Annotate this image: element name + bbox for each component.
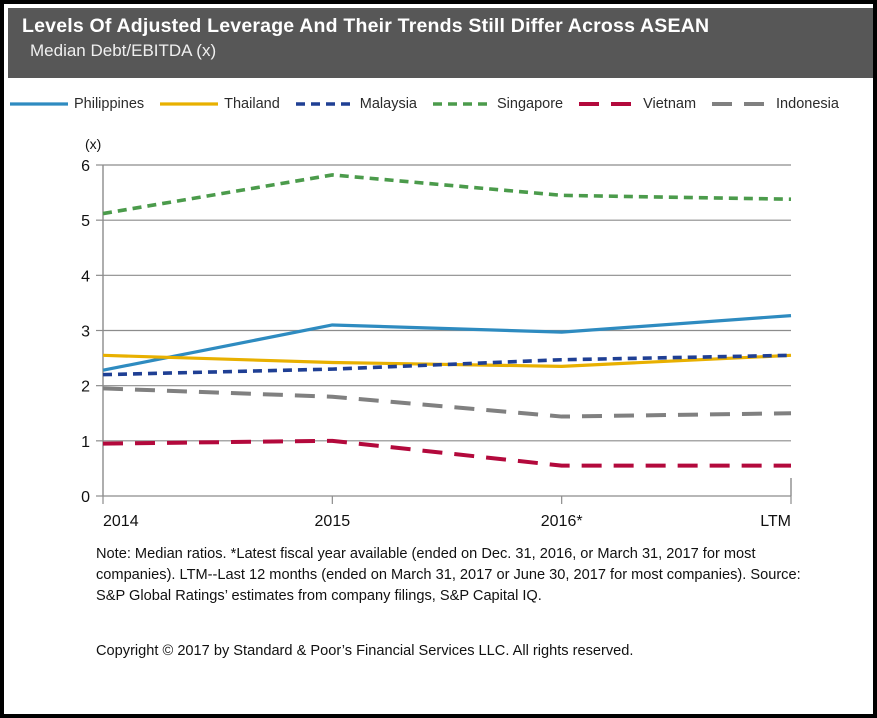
y-tick-label: 4 (81, 268, 90, 285)
chart-header: Levels Of Adjusted Leverage And Their Tr… (8, 8, 873, 78)
series-line-philippines (102, 314, 792, 372)
legend-item-indonesia[interactable]: Indonesia (710, 96, 853, 112)
series-line-malaysia (102, 353, 792, 377)
y-tick-label: 1 (81, 434, 90, 451)
series-line-singapore (102, 173, 792, 216)
chart-plot-area: (x) 0 1 2 3 4 5 6 2014 2015 2016* LTM (8, 124, 873, 534)
legend-label: Philippines (74, 96, 145, 112)
chart-subtitle: Median Debt/EBITDA (x) (30, 41, 217, 60)
series-line-thailand (102, 353, 792, 368)
legend-swatch-vietnam (579, 102, 638, 106)
x-tick-label: LTM (760, 513, 791, 530)
y-tick-label: 3 (81, 324, 90, 341)
y-tick-label: 2 (81, 379, 90, 396)
legend-label: Thailand (224, 96, 280, 112)
y-tick-label: 6 (81, 158, 90, 175)
legend-swatch-indonesia (712, 102, 771, 106)
legend-item-singapore[interactable]: Singapore (431, 96, 577, 112)
legend-label: Malaysia (359, 96, 417, 112)
chart-legend: Philippines Thailand Malaysia Singapore Viet… (8, 84, 873, 124)
y-axis-unit-label: (x) (85, 136, 101, 152)
x-tick-label: 2014 (103, 513, 139, 530)
copyright-text: Copyright © 2017 by Standard & Poor’s Fi… (96, 643, 634, 659)
legend-swatch-thailand (160, 102, 219, 106)
series-line-vietnam (102, 438, 791, 468)
legend-label: Vietnam (643, 96, 697, 112)
chart-note: Note: Median ratios. *Latest fiscal year… (96, 546, 801, 604)
legend-label: Singapore (496, 96, 564, 112)
legend-item-thailand[interactable]: Thailand (158, 96, 294, 112)
legend-swatch-singapore (432, 102, 491, 106)
y-tick-label: 5 (81, 213, 90, 230)
line-chart-svg: (x) 0 1 2 3 4 5 6 2014 2015 2016* LTM (81, 136, 792, 530)
legend-label: Indonesia (776, 96, 839, 112)
legend-swatch-philippines (10, 102, 68, 106)
legend-item-vietnam[interactable]: Vietnam (577, 96, 710, 112)
series-line-indonesia (102, 386, 792, 419)
x-tick-label: 2016* (541, 513, 583, 530)
y-tick-label: 0 (81, 489, 90, 506)
legend-swatch-malaysia (295, 102, 354, 106)
legend-item-philippines[interactable]: Philippines (8, 96, 158, 112)
page-title: Levels Of Adjusted Leverage And Their Tr… (22, 15, 710, 37)
legend-item-malaysia[interactable]: Malaysia (294, 96, 431, 112)
x-tick-label: 2015 (315, 513, 351, 530)
